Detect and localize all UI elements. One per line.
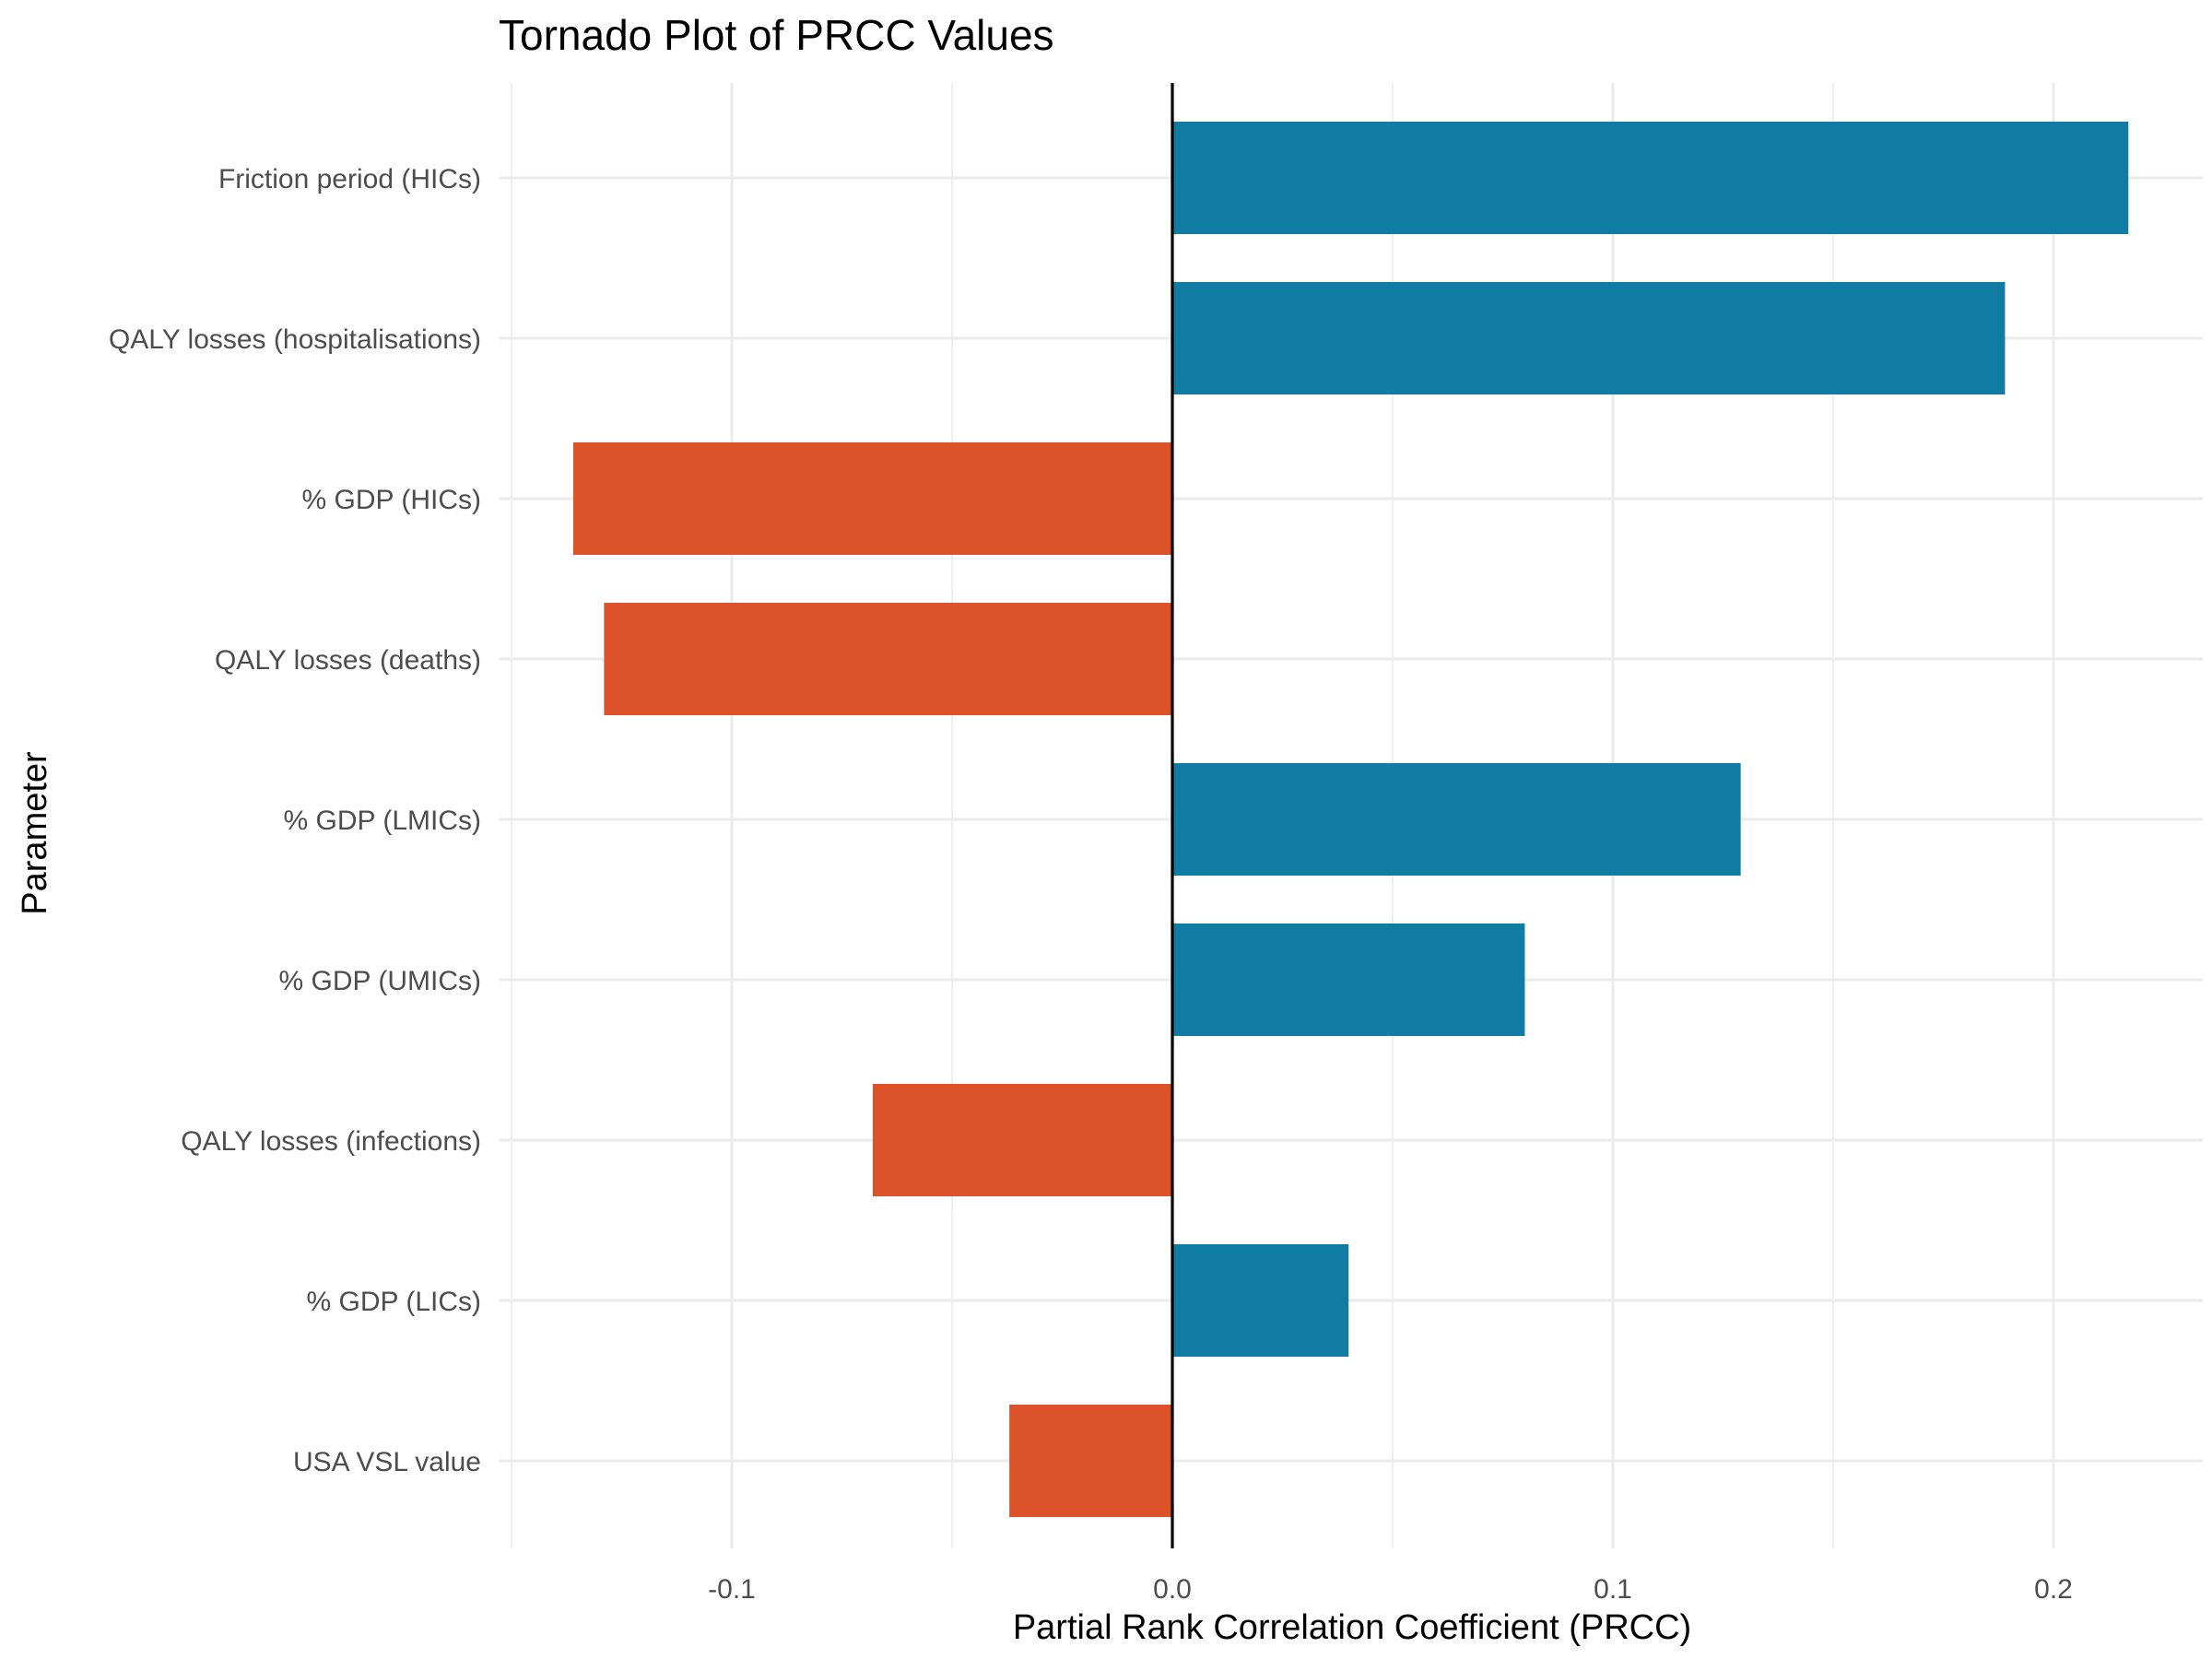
x-tick-label: 0.1: [1594, 1574, 1632, 1605]
bar-3: [604, 603, 1172, 715]
y-tick-label: USA VSL value: [293, 1447, 481, 1477]
bar-4: [1172, 763, 1741, 876]
y-tick-label: QALY losses (deaths): [215, 645, 481, 676]
bar-5: [1172, 924, 1525, 1036]
bar-7: [1172, 1244, 1349, 1357]
x-tick-label: 0.0: [1153, 1574, 1192, 1605]
bars: [572, 122, 2129, 1517]
bar-0: [1172, 122, 2129, 234]
y-tick-label: % GDP (UMICs): [279, 966, 481, 996]
bar-1: [1172, 282, 2006, 394]
x-axis-title: Partial Rank Correlation Coefficient (PR…: [1013, 1608, 1691, 1647]
y-tick-label: QALY losses (hospitalisations): [109, 324, 481, 355]
x-tick-label: 0.2: [2034, 1574, 2073, 1605]
chart-title: Tornado Plot of PRCC Values: [499, 11, 1054, 59]
y-tick-labels: Friction period (HICs) QALY losses (hospi…: [109, 164, 481, 1477]
y-tick-label: % GDP (LMICs): [284, 806, 481, 836]
bar-8: [1009, 1405, 1172, 1517]
x-tick-labels: -0.1 0.0 0.1 0.2: [708, 1574, 2073, 1605]
y-tick-label: QALY losses (infections): [181, 1126, 481, 1157]
y-tick-label: Friction period (HICs): [218, 164, 481, 194]
y-axis-title: Parameter: [16, 751, 54, 915]
bar-2: [572, 442, 1172, 555]
y-tick-label: % GDP (LICs): [307, 1287, 481, 1317]
bar-6: [872, 1084, 1172, 1196]
y-tick-label: % GDP (HICs): [302, 485, 481, 515]
x-tick-label: -0.1: [708, 1574, 756, 1605]
